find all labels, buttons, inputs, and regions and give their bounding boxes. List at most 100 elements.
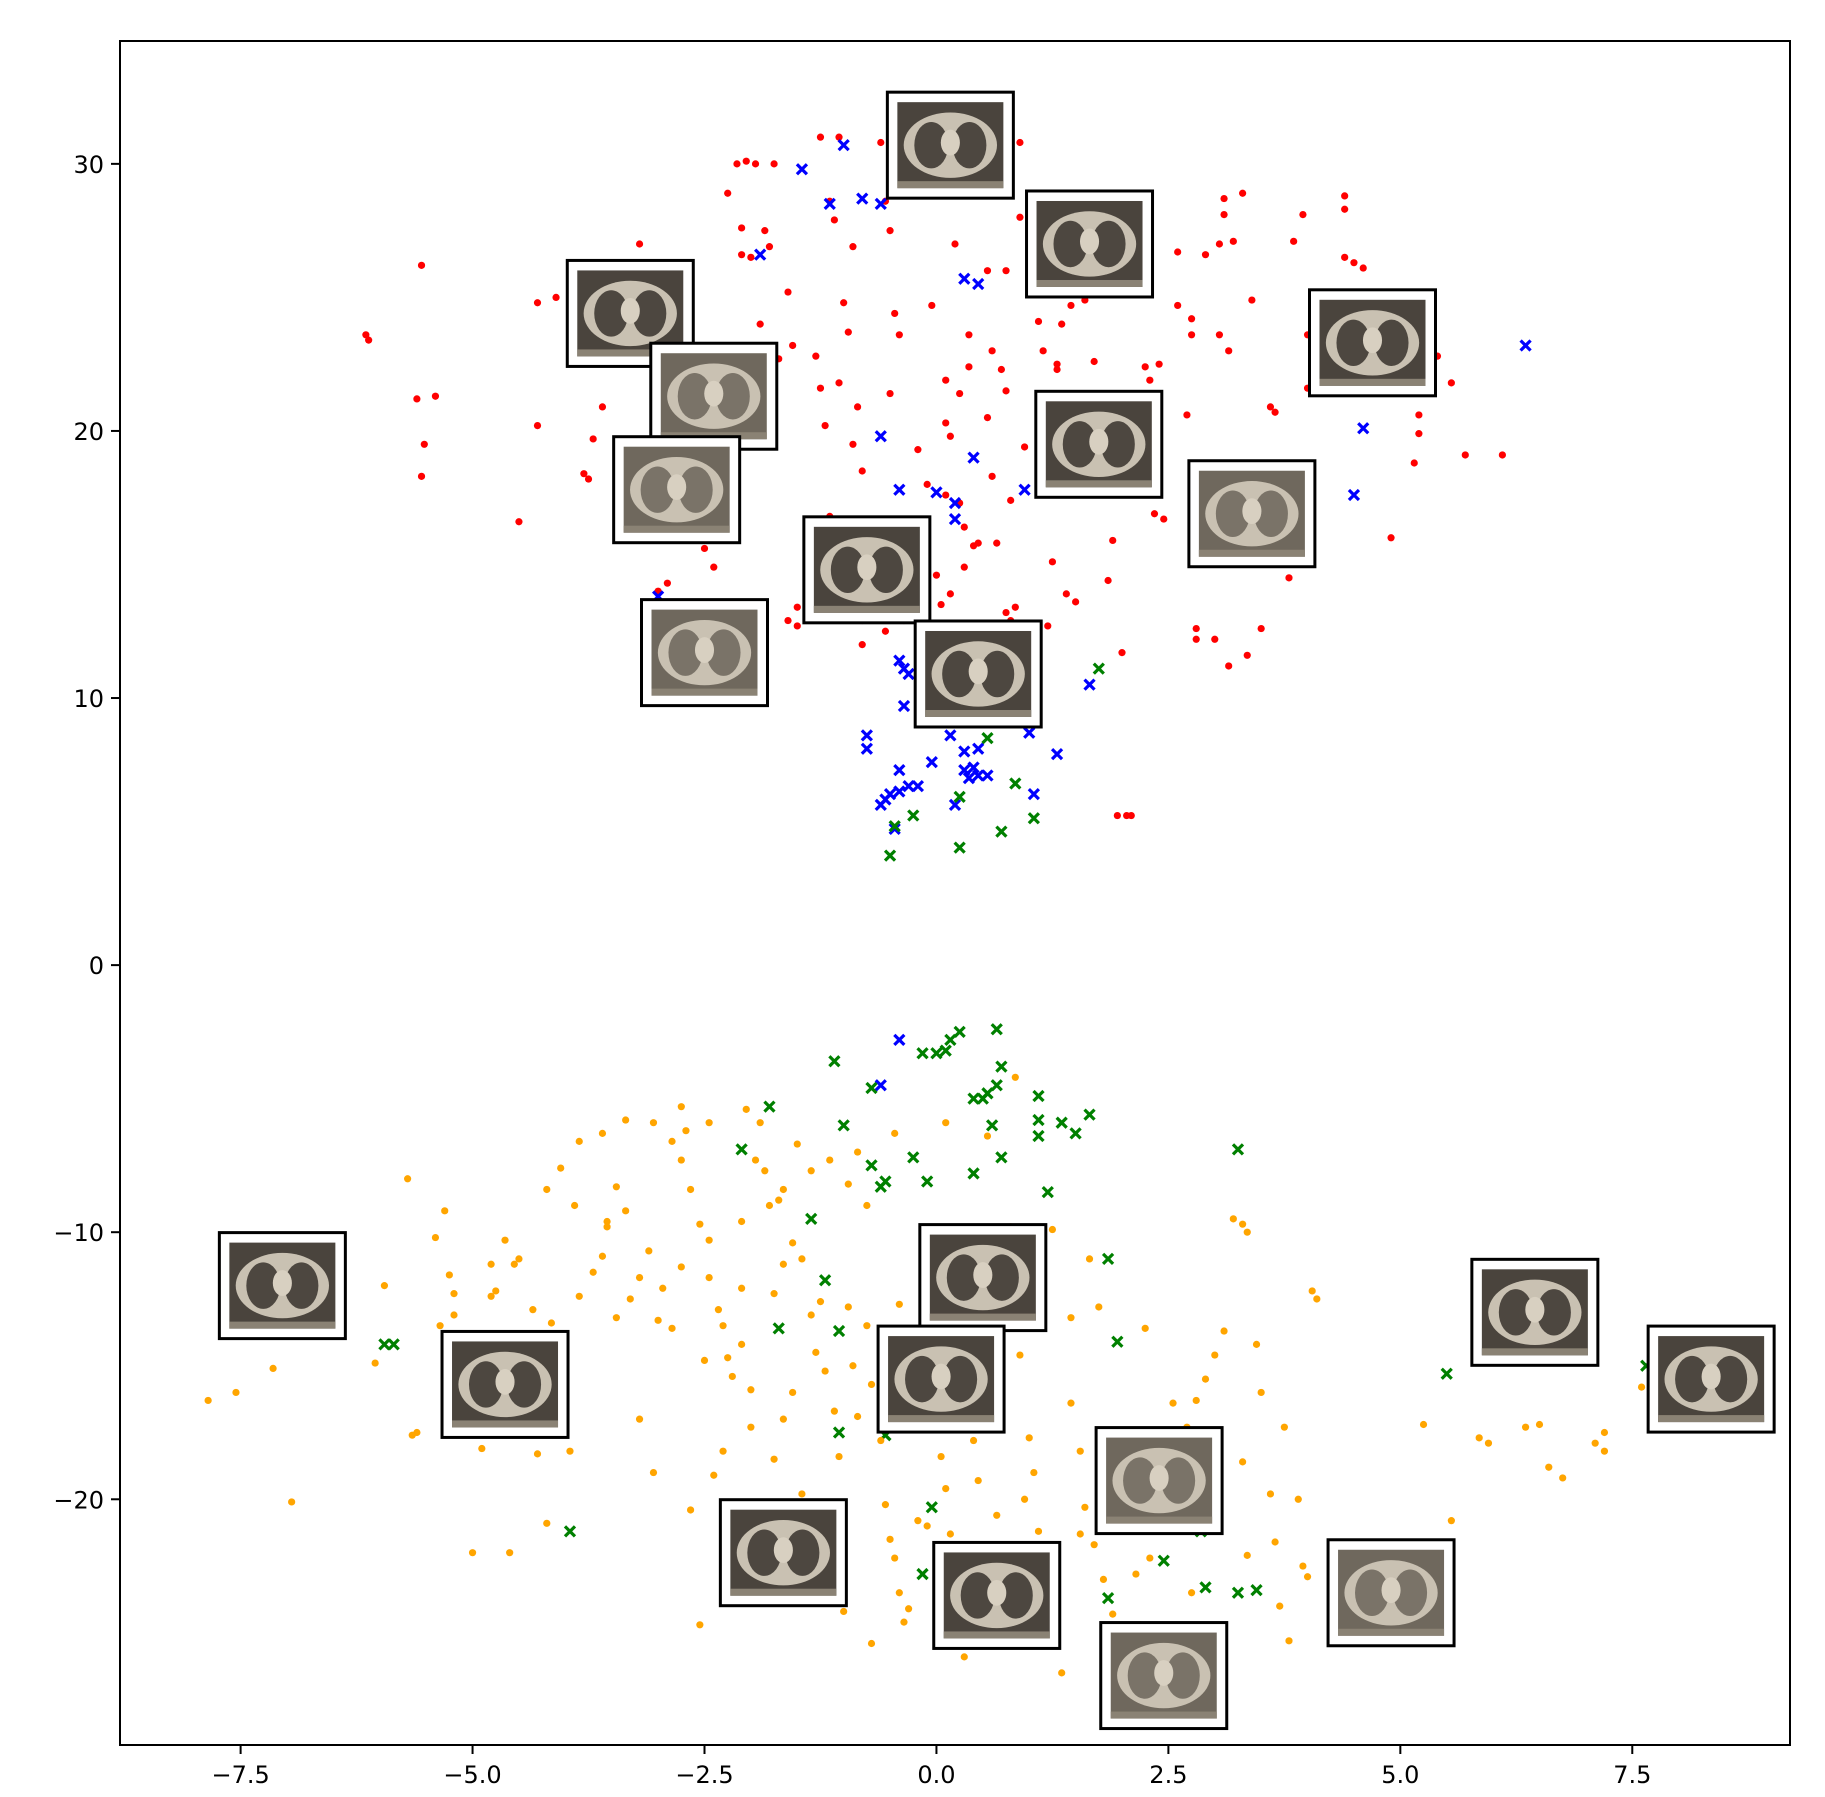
series-0-point	[1002, 267, 1010, 275]
series-3-point	[612, 1314, 620, 1322]
series-3-point	[371, 1359, 379, 1367]
series-3-point	[649, 1468, 658, 1477]
series-3-point	[612, 1183, 620, 1191]
ct-left-lung	[668, 629, 703, 676]
ct-table-strip	[1481, 1348, 1588, 1356]
series-0-point	[1225, 662, 1233, 670]
series-0-point	[1239, 189, 1247, 197]
series-3-point	[877, 1436, 885, 1445]
series-1-x-marker	[837, 139, 850, 152]
series-3-point	[830, 1407, 838, 1415]
series-3-point	[677, 1103, 685, 1111]
series-1-x-marker	[874, 798, 887, 811]
ct-thumbnail	[649, 341, 779, 451]
ct-mediastinum	[1525, 1296, 1545, 1323]
series-0-point	[1192, 635, 1200, 643]
series-1-x-marker	[967, 451, 980, 464]
ct-left-lung	[1336, 319, 1371, 367]
series-3-point	[798, 1490, 806, 1498]
series-1-x-marker	[893, 483, 906, 496]
series-0-point	[1048, 558, 1057, 566]
series-3-point	[761, 1167, 769, 1175]
series-2-x-marker	[995, 1151, 1008, 1164]
series-0-point	[738, 251, 746, 259]
series-1-x-marker	[911, 780, 925, 793]
ct-mediastinum	[1089, 428, 1109, 455]
series-1-x-marker	[888, 822, 901, 836]
series-3-point	[1081, 1503, 1089, 1511]
ct-right-lung	[868, 546, 903, 594]
ct-left-lung	[677, 373, 712, 420]
series-3-point	[1313, 1295, 1321, 1303]
series-0-point	[1016, 138, 1024, 147]
series-3-point	[714, 1306, 723, 1314]
ct-left-lung	[1675, 1355, 1710, 1403]
series-3-point	[635, 1415, 644, 1423]
series-1-x-marker	[897, 699, 911, 713]
series-3-point	[942, 1484, 950, 1493]
series-3-point	[905, 1605, 913, 1613]
series-2-x-marker	[1032, 1113, 1045, 1127]
series-0-point	[1229, 237, 1237, 245]
ct-right-lung	[1091, 220, 1126, 268]
series-3-point	[974, 1476, 982, 1485]
series-0-point	[830, 216, 838, 224]
series-2-x-marker	[990, 1023, 1003, 1036]
series-3-point	[682, 1127, 690, 1135]
series-3-point	[807, 1167, 815, 1175]
ct-left-lung	[747, 1529, 782, 1576]
series-2-x-marker	[916, 1047, 929, 1060]
series-0-point	[431, 392, 440, 400]
ct-table-strip	[929, 1313, 1036, 1321]
series-3-point	[1559, 1474, 1567, 1482]
ct-thumbnail	[1470, 1257, 1600, 1367]
series-3-point	[853, 1148, 862, 1156]
series-2-x-marker	[939, 1044, 952, 1057]
ct-mediastinum	[620, 297, 640, 324]
series-0-point	[417, 472, 426, 480]
series-3-point	[1294, 1495, 1302, 1503]
series-0-point	[533, 422, 542, 430]
series-3-point	[942, 1119, 950, 1127]
series-0-point	[1016, 213, 1024, 221]
series-1-x-marker	[958, 745, 971, 758]
series-3-point	[891, 1129, 899, 1137]
series-0-point	[942, 419, 950, 427]
x-tick-label: 0.0	[917, 1761, 955, 1789]
series-3-point	[1591, 1439, 1599, 1447]
ct-mediastinum	[1381, 1577, 1401, 1604]
series-3-point	[603, 1223, 611, 1231]
series-0-point	[946, 590, 954, 598]
series-0-point	[1220, 211, 1228, 219]
series-3-point	[1600, 1428, 1609, 1437]
series-3-point	[770, 1455, 778, 1463]
series-0-point	[1053, 360, 1061, 368]
series-1-x-marker	[981, 769, 994, 782]
ct-left-lung	[246, 1262, 281, 1309]
series-0-point	[1447, 379, 1455, 387]
series-0-point	[1058, 320, 1066, 328]
series-3-point	[1169, 1399, 1177, 1407]
series-0-point	[928, 301, 936, 310]
series-3-point	[779, 1415, 787, 1423]
series-3-point	[1229, 1215, 1237, 1223]
series-0-point	[988, 472, 996, 480]
series-2-x-marker	[944, 1033, 957, 1047]
series-3-point	[571, 1201, 579, 1210]
series-2-x-marker	[888, 820, 901, 833]
series-2-x-marker	[1083, 1108, 1096, 1121]
series-3-point	[1266, 1490, 1275, 1498]
series-3-point	[1146, 1554, 1154, 1562]
series-3-point	[793, 1140, 801, 1148]
series-3-point	[849, 1362, 857, 1370]
ct-table-strip	[229, 1321, 336, 1329]
series-3-point	[487, 1260, 495, 1268]
series-3-point	[1192, 1396, 1200, 1405]
ct-thumbnail	[913, 619, 1043, 729]
series-3-point	[686, 1506, 695, 1514]
ct-mediastinum	[1362, 327, 1383, 354]
series-2-x-marker	[378, 1338, 391, 1351]
series-2-x-marker	[967, 1092, 980, 1105]
series-2-x-marker	[387, 1338, 400, 1351]
